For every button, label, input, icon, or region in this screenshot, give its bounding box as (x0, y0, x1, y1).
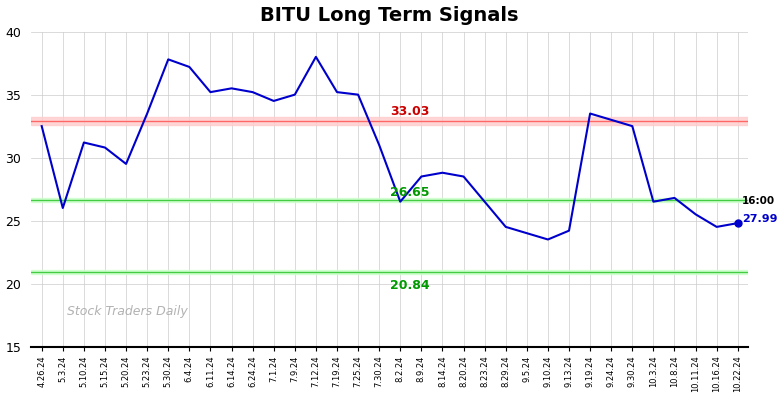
Text: 26.65: 26.65 (390, 186, 429, 199)
Bar (31, 117, 748, 125)
Bar (31, 270, 748, 274)
Text: 20.84: 20.84 (390, 279, 430, 292)
Text: Stock Traders Daily: Stock Traders Daily (67, 305, 187, 318)
Text: 16:00: 16:00 (742, 196, 775, 206)
Title: BITU Long Term Signals: BITU Long Term Signals (260, 6, 519, 25)
Text: 33.03: 33.03 (390, 105, 429, 118)
Text: 27.99: 27.99 (742, 215, 778, 224)
Bar (31, 198, 748, 202)
